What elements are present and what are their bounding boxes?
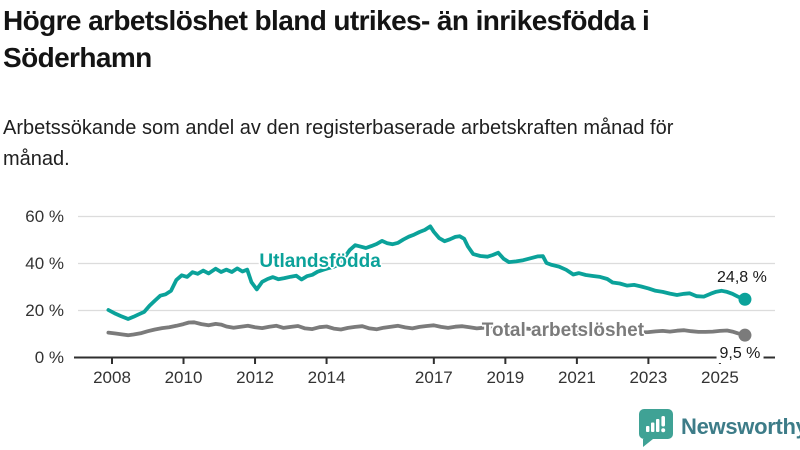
x-tick-label: 2010: [164, 368, 203, 387]
end-value-label: 9,5 %: [716, 345, 764, 364]
series-label: Utlandsfödda: [259, 251, 381, 273]
end-value-label: 24,8 %: [714, 269, 770, 288]
x-tick-label: 2019: [486, 368, 525, 387]
chart-title: Högre arbetslöshet bland utrikes- än inr…: [3, 5, 650, 73]
x-tick-label: 2021: [557, 368, 596, 387]
y-tick-label: 0 %: [34, 347, 64, 367]
x-tick-label: 2008: [93, 368, 131, 387]
newsworthy-logo[interactable]: Newsworthy: [636, 407, 800, 447]
series-end-dot: [738, 292, 752, 306]
x-tick-label: 2012: [236, 368, 274, 387]
chart-subtitle: Arbetssökande som andel av den registerb…: [3, 117, 674, 170]
series-line: [106, 224, 747, 321]
y-tick-label: 20 %: [25, 300, 64, 320]
series-end-dot: [738, 328, 752, 342]
x-tick-label: 2014: [307, 368, 346, 387]
x-tick-label: 2025: [700, 368, 739, 387]
series-label: Total arbetslöshet: [481, 320, 645, 342]
y-tick-label: 60 %: [25, 206, 64, 226]
y-tick-label: 40 %: [25, 253, 64, 273]
x-tick-label: 2017: [414, 368, 453, 387]
series-line: [106, 320, 747, 338]
x-tick-label: 2023: [629, 368, 668, 387]
newsworthy-icon: [639, 409, 673, 447]
newsworthy-wordmark: Newsworthy: [681, 414, 800, 439]
